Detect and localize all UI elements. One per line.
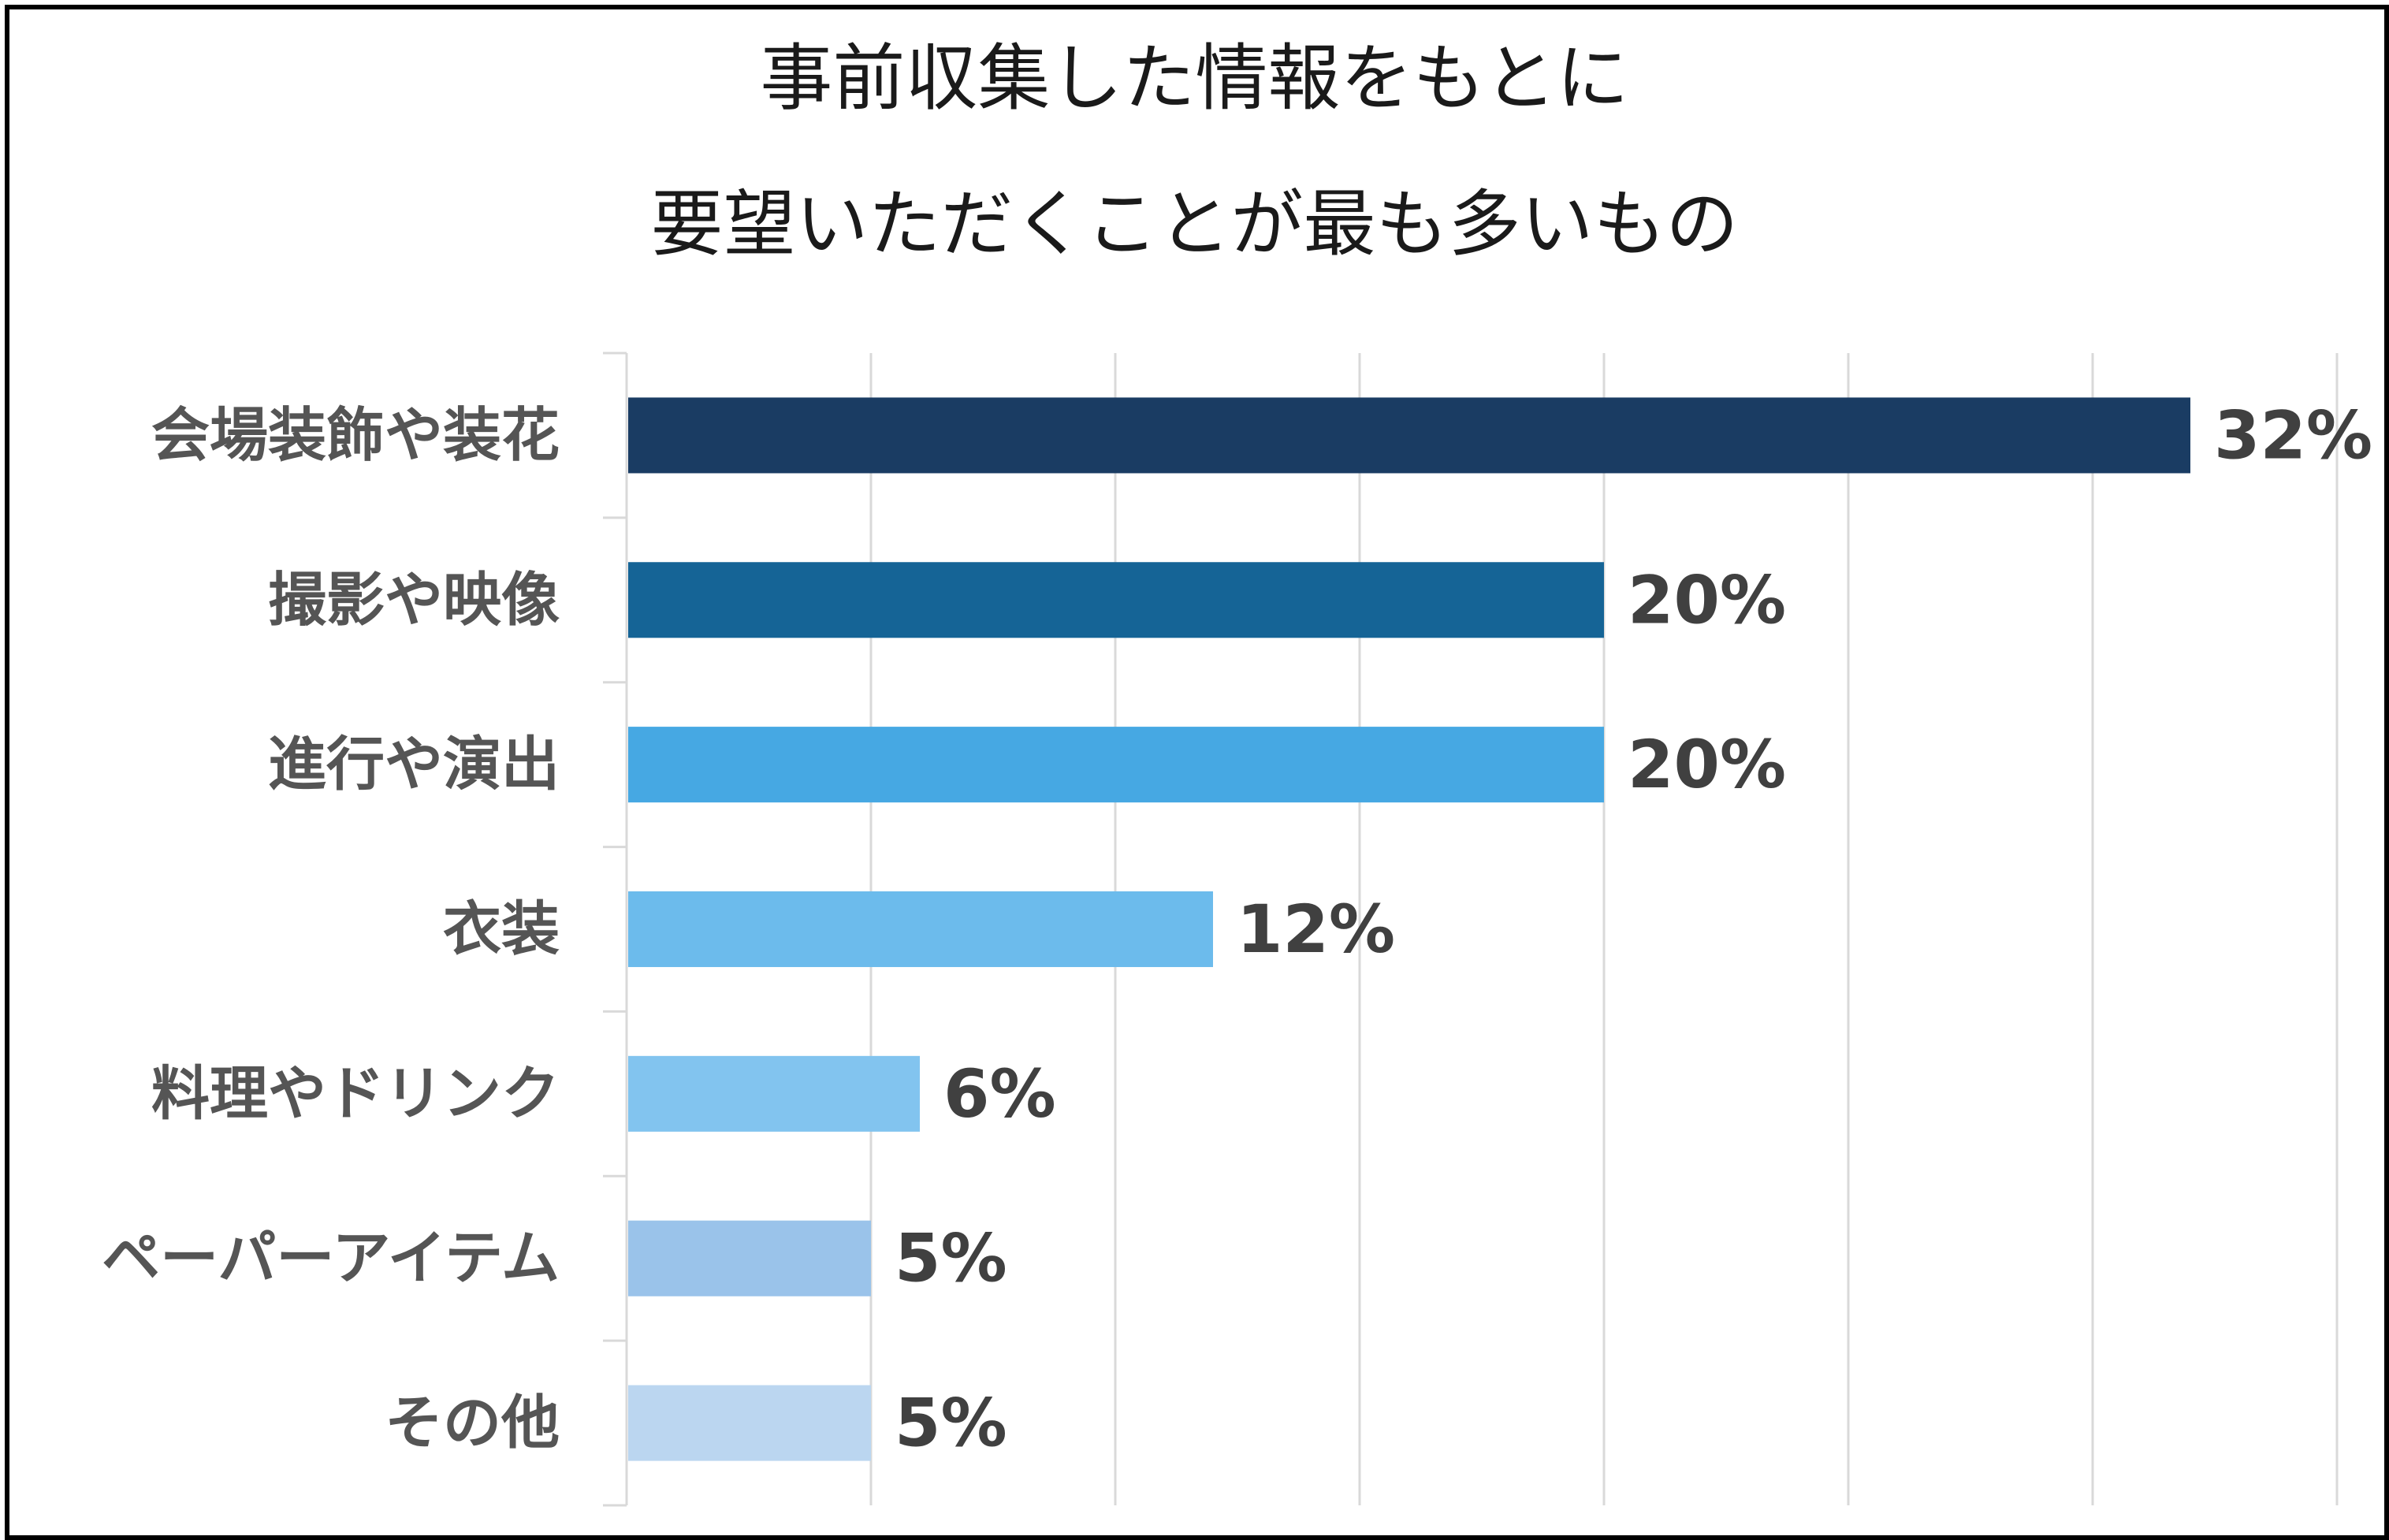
category-label: 衣装 <box>443 895 560 963</box>
data-label: 5% <box>895 1220 1007 1297</box>
bar <box>628 1055 920 1132</box>
category-label: 会場装飾や装花 <box>151 401 560 469</box>
bar <box>628 727 1604 803</box>
bar <box>628 562 1604 638</box>
bar <box>628 891 1213 968</box>
category-label: 料理やドリンク <box>151 1060 560 1128</box>
data-label: 20% <box>1628 561 1786 638</box>
data-label: 20% <box>1628 726 1786 803</box>
category-label: ペーパーアイテム <box>102 1225 560 1293</box>
chart-title-line-1: 事前収集した情報をもとに <box>760 36 1629 121</box>
bar <box>628 397 2190 474</box>
data-label: 32% <box>2214 396 2372 474</box>
data-label: 6% <box>943 1055 1056 1133</box>
data-label: 12% <box>1237 891 1395 968</box>
category-label: 撮影や映像 <box>268 566 560 634</box>
bar <box>628 1385 871 1461</box>
chart-title-line-2: 要望いただくことが最も多いもの <box>650 182 1739 266</box>
category-label: 進行や演出 <box>268 731 560 798</box>
category-label: その他 <box>385 1389 560 1457</box>
data-label: 5% <box>895 1385 1007 1462</box>
bar <box>628 1220 871 1296</box>
